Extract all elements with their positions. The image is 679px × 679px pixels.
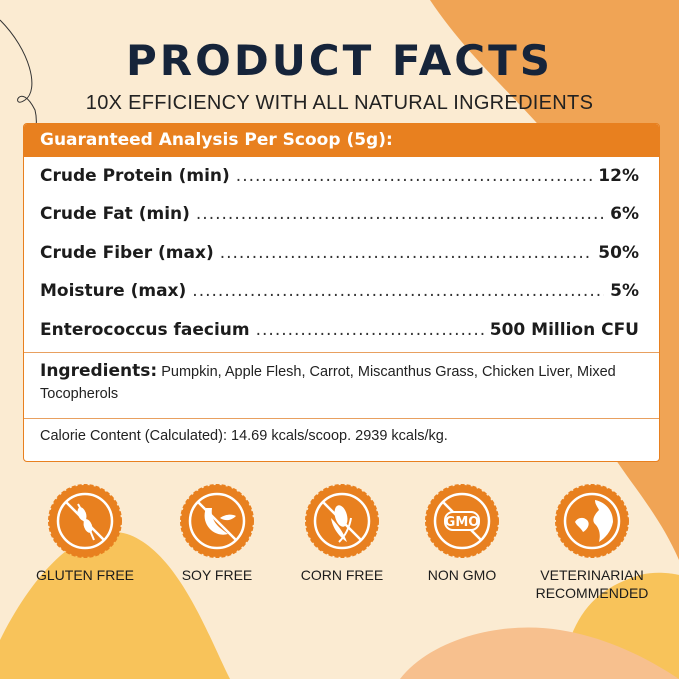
badge-label: GLUTEN FREE	[35, 567, 134, 583]
ingredients-label: Ingredients:	[40, 361, 158, 381]
badge-veterinarian-recommended: VETERINARIAN RECOMMENDED	[527, 484, 657, 602]
corn-icon	[305, 484, 379, 558]
row-label: Crude Protein (min)	[40, 166, 230, 186]
calorie-content: Calorie Content (Calculated): 14.69 kcal…	[40, 428, 448, 444]
page-title: PRODUCT FACTS	[126, 36, 553, 85]
badge-label: VETERINARIAN RECOMMENDED	[535, 567, 649, 601]
ingredients-text: Pumpkin, Apple Flesh, Carrot, Miscanthus…	[40, 364, 616, 402]
badge-soy-free: SOY FREE	[152, 484, 282, 584]
row-value: 6%	[610, 204, 639, 224]
analysis-row: Crude Fat (min).........................…	[40, 204, 639, 224]
badge-gluten-free: GLUTEN FREE	[20, 484, 150, 584]
analysis-panel: Guaranteed Analysis Per Scoop (5g): Crud…	[23, 123, 660, 462]
divider	[24, 352, 659, 353]
badge-non-gmo: GMO NON GMO	[397, 484, 527, 584]
analysis-row: Enterococcus faecium....................…	[40, 320, 639, 340]
page-subtitle: 10X EFFICIENCY WITH ALL NATURAL INGREDIE…	[85, 92, 594, 114]
row-value: 50%	[598, 243, 639, 263]
badge-label: NON GMO	[427, 567, 497, 583]
row-label: Crude Fiber (max)	[40, 243, 214, 263]
ingredients: Ingredients: Pumpkin, Apple Flesh, Carro…	[40, 360, 645, 405]
row-value: 5%	[610, 281, 639, 301]
row-label: Crude Fat (min)	[40, 204, 190, 224]
analysis-heading: Guaranteed Analysis Per Scoop (5g):	[24, 124, 659, 157]
badge-corn-free: CORN FREE	[277, 484, 407, 584]
row-label: Enterococcus faecium	[40, 320, 250, 340]
row-label: Moisture (max)	[40, 281, 187, 301]
divider	[24, 418, 659, 419]
analysis-row: Crude Fiber (max).......................…	[40, 243, 639, 263]
badge-label: SOY FREE	[181, 567, 253, 583]
gmo-text: GMO	[445, 515, 480, 530]
wheat-icon	[48, 484, 122, 558]
badge-label: CORN FREE	[300, 567, 384, 583]
row-value: 500 Million CFU	[489, 320, 639, 340]
analysis-row: Moisture (max)..........................…	[40, 281, 639, 301]
gmo-icon: GMO	[425, 484, 499, 558]
soybean-icon	[180, 484, 254, 558]
dog-cat-icon	[555, 484, 629, 558]
analysis-row: Crude Protein (min).....................…	[40, 166, 639, 186]
row-value: 12%	[598, 166, 639, 186]
